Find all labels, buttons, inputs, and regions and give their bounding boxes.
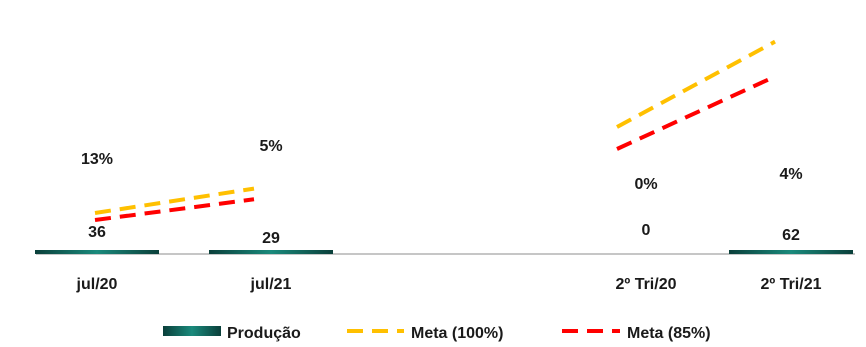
x-tick-label: 2º Tri/21 — [761, 276, 822, 293]
percent-label: 13% — [81, 151, 113, 168]
percent-label: 0% — [634, 176, 657, 193]
meta-85-line — [94, 197, 255, 222]
data-label-producao: 29 — [262, 230, 280, 247]
legend-label-meta-100: Meta (100%) — [411, 325, 503, 342]
legend: Produção Meta (100%) Meta (85%) — [163, 325, 711, 342]
data-label-producao: 62 — [782, 227, 800, 244]
x-tick-label: jul/21 — [250, 276, 292, 293]
x-tick-label: 2º Tri/20 — [616, 276, 677, 293]
legend-label-meta-85: Meta (85%) — [627, 325, 711, 342]
percent-label: 4% — [779, 166, 802, 183]
meta-100-line — [94, 186, 255, 215]
x-tick-label: jul/20 — [76, 276, 118, 293]
data-label-producao: 36 — [88, 224, 106, 241]
meta-100-line — [616, 39, 776, 129]
bar-jul/20 — [35, 250, 159, 254]
legend-label-producao: Produção — [227, 325, 301, 342]
bar-jul/21 — [209, 250, 333, 254]
bar-2º Tri/21 — [729, 250, 853, 254]
data-label-producao: 0 — [642, 222, 651, 239]
legend-swatch-producao — [163, 326, 221, 336]
percent-label: 5% — [259, 138, 282, 155]
meta-85-line — [616, 74, 776, 151]
